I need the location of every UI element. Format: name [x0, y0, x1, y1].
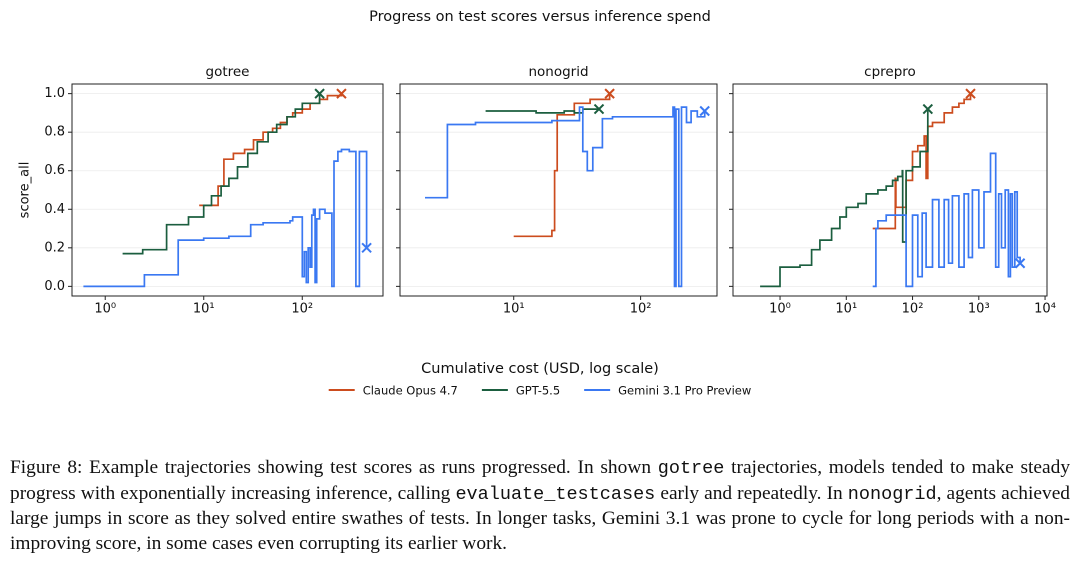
x-tick-label: 10⁰: [94, 302, 116, 317]
x-tick-label: 10²: [630, 302, 652, 317]
end-marker-stroke: [965, 88, 976, 99]
end-marker: [361, 242, 372, 254]
panel-title: cprepro: [864, 64, 916, 80]
caption-code: evaluate_testcases: [455, 483, 656, 505]
figure-title: Progress on test scores versus inference…: [369, 9, 711, 25]
caption: Figure 8: Example trajectories showing t…: [10, 456, 1070, 556]
end-marker: [336, 88, 347, 99]
panel-title: nonogrid: [528, 64, 588, 80]
y-tick-label: 1.0: [44, 86, 65, 101]
y-tick-label: 0.4: [44, 202, 65, 217]
end-marker-stroke: [1014, 258, 1026, 269]
x-tick-label: 10¹: [503, 302, 525, 317]
figure: Progress on test scores versus inference…: [18, 9, 1056, 398]
end-marker: [604, 88, 615, 99]
caption-code: gotree: [657, 458, 725, 479]
x-tick-label: 10⁰: [769, 302, 791, 317]
series-line: [83, 148, 368, 288]
y-tick-label: 0.8: [44, 125, 65, 140]
series-line: [425, 106, 706, 288]
caption-text: Figure 8: Example trajectories showing t…: [10, 457, 658, 478]
end-marker-stroke: [922, 103, 934, 115]
panel-title: gotree: [206, 64, 250, 80]
legend-label: Gemini 3.1 Pro Preview: [618, 384, 751, 398]
legend-label: Claude Opus 4.7: [363, 384, 458, 398]
x-tick-label: 10³: [968, 302, 990, 317]
axes-frame: [71, 83, 384, 297]
end-marker-stroke: [593, 103, 605, 115]
x-tick-label: 10¹: [193, 302, 215, 317]
caption-code: nonogrid: [847, 483, 937, 505]
end-marker: [922, 103, 934, 115]
legend-item: GPT-5.5: [481, 384, 560, 398]
series-line: [872, 152, 1021, 288]
x-tick-label: 10²: [902, 302, 924, 317]
end-marker: [699, 105, 710, 117]
end-marker: [593, 103, 605, 115]
legend-label: GPT-5.5: [516, 384, 560, 398]
end-marker: [314, 88, 325, 99]
legend-item: Claude Opus 4.7: [328, 384, 458, 398]
end-marker-stroke: [604, 88, 615, 99]
end-marker: [1014, 258, 1026, 269]
series-line: [122, 93, 321, 255]
y-tick-label: 0.6: [44, 163, 65, 178]
end-marker-stroke: [314, 88, 325, 99]
x-tick-label: 10⁴: [1034, 302, 1056, 317]
x-tick-label: 10²: [291, 302, 313, 317]
end-marker: [965, 88, 976, 99]
y-tick-label: 0.0: [44, 279, 65, 294]
axes-frame: [399, 83, 718, 297]
axes-frame: [732, 83, 1048, 297]
end-marker-stroke: [361, 242, 372, 254]
caption-text: early and repeatedly. In: [655, 482, 848, 504]
y-axis-label: score_all: [18, 162, 33, 219]
series-line: [513, 93, 611, 238]
series-line: [872, 93, 972, 230]
caption-text: trajectories, models tended to make stea…: [10, 457, 1071, 504]
end-marker-stroke: [336, 88, 347, 99]
caption-text: , agents achieved large jumps in score a…: [10, 482, 1070, 554]
legend-item: Gemini 3.1 Pro Preview: [584, 384, 751, 398]
x-axis-label: Cumulative cost (USD, log scale): [421, 361, 659, 377]
y-tick-label: 0.2: [44, 240, 65, 255]
end-marker-stroke: [699, 105, 710, 117]
x-tick-label: 10¹: [835, 302, 857, 317]
series-line: [760, 109, 929, 288]
